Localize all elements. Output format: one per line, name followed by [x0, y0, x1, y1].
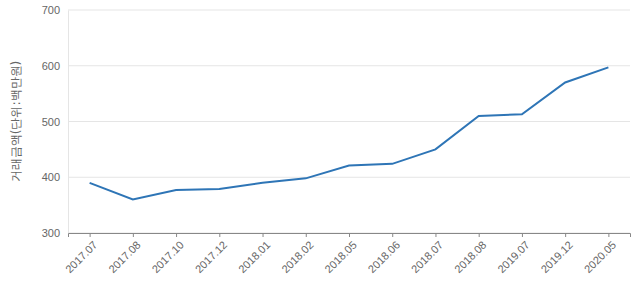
x-axis: 2017.072017.082017.102017.122018.012018.… — [63, 233, 631, 275]
x-tick-mark — [565, 233, 566, 237]
y-tick: 600 — [42, 60, 68, 72]
x-tick-mark — [435, 233, 436, 237]
y-tick: 700 — [42, 4, 68, 16]
x-tick-mark — [263, 233, 264, 237]
x-tick-mark — [133, 233, 134, 237]
x-tick: 2018.06 — [366, 233, 403, 275]
grid-line — [68, 121, 630, 122]
x-tick: 2019.07 — [495, 233, 532, 275]
x-tick-label: 2017.07 — [63, 239, 100, 276]
x-tick-label: 2018.01 — [236, 239, 273, 276]
x-tick-mark — [608, 233, 609, 237]
plot: 300 400 500 600 700 2017.072017.082017.102017… — [42, 4, 631, 275]
x-tick: 2018.02 — [279, 233, 316, 275]
y-tick-label: 300 — [42, 227, 60, 239]
x-tick-label: 2019.12 — [538, 239, 575, 276]
x-tick-mark — [349, 233, 350, 237]
x-tick-label: 2019.07 — [495, 239, 532, 276]
x-tick-label: 2020.05 — [582, 239, 619, 276]
x-tick-mark — [90, 233, 91, 237]
x-tick: 2018.05 — [322, 233, 359, 275]
x-tick-mark — [219, 233, 220, 237]
x-tick-label: 2017.10 — [149, 239, 186, 276]
x-tick: 2018.01 — [236, 233, 273, 275]
y-tick-label: 500 — [42, 116, 60, 128]
x-tick-label: 2018.07 — [409, 239, 446, 276]
x-tick: 2020.05 — [582, 233, 619, 275]
x-tick: 2017.08 — [106, 233, 143, 275]
x-tick-mark — [176, 233, 177, 237]
x-tick-label: 2017.12 — [193, 239, 230, 276]
line — [90, 67, 609, 199]
x-tick: 2018.07 — [409, 233, 446, 275]
grid-line — [68, 65, 630, 66]
x-tick-mark — [392, 233, 393, 237]
x-tick-mark — [522, 233, 523, 237]
x-tick: 2019.12 — [538, 233, 575, 275]
x-tick-label: 2017.08 — [106, 239, 143, 276]
y-axis-title: 거래금액(단위:백만원) — [9, 61, 23, 182]
x-tick-label: 2018.05 — [322, 239, 359, 276]
x-axis-line — [69, 234, 631, 238]
grid-line — [68, 177, 630, 178]
y-tick-label: 600 — [42, 60, 60, 72]
x-tick: 2018.08 — [452, 233, 489, 275]
x-tick: 2017.07 — [63, 233, 100, 275]
grid-line — [68, 10, 630, 11]
y-tick-label: 400 — [42, 171, 60, 183]
x-tick: 2017.10 — [149, 233, 186, 275]
x-tick-label: 2018.06 — [366, 239, 403, 276]
y-tick: 500 — [42, 116, 68, 128]
x-tick-label: 2018.08 — [452, 239, 489, 276]
x-tick-mark — [479, 233, 480, 237]
y-tick: 400 — [42, 171, 68, 183]
series — [90, 67, 609, 199]
y-axis: 300 400 500 600 700 — [42, 4, 69, 239]
grid — [68, 10, 630, 233]
x-tick: 2017.12 — [193, 233, 230, 275]
x-tick-mark — [306, 233, 307, 237]
y-tick-label: 700 — [42, 4, 60, 16]
y-axis-line — [68, 11, 69, 234]
y-tick: 300 — [42, 227, 68, 239]
x-tick-label: 2018.02 — [279, 239, 316, 276]
